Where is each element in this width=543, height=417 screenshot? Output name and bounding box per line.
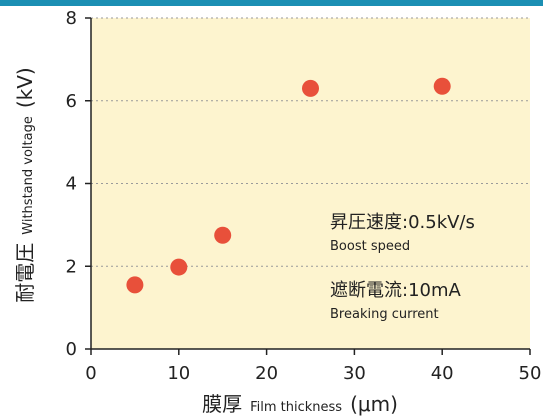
x-axis-label-unit: (μm) <box>350 392 398 416</box>
annotation-breaking-current-sub: Breaking current <box>330 307 439 322</box>
x-axis-label-main: 膜厚 <box>202 392 242 416</box>
data-points <box>126 77 451 294</box>
data-point-4 <box>302 79 319 97</box>
x-tick-label-40: 40 <box>431 363 454 384</box>
y-axis-label-unit: (kV) <box>13 67 37 108</box>
top-accent-band <box>0 0 543 6</box>
data-point-3 <box>214 226 232 244</box>
x-axis-label: 膜厚 Film thickness (μm) <box>202 392 398 416</box>
x-tick-label-10: 10 <box>167 363 190 384</box>
annotation-boost-speed-sub: Boost speed <box>330 239 410 254</box>
annotations: 昇圧速度:0.5kV/s Boost speed 遮断電流:10mA Break… <box>330 212 475 322</box>
data-point-2 <box>170 258 188 276</box>
y-tick-label-6: 6 <box>66 91 77 112</box>
y-axis-label-main: 耐電圧 <box>13 243 37 303</box>
y-tick-label-8: 8 <box>66 8 77 29</box>
y-tick-label-4: 4 <box>66 174 77 195</box>
x-axis-label-sub: Film thickness <box>250 400 342 415</box>
y-tick-label-2: 2 <box>66 256 77 277</box>
annotation-boost-speed-main: 昇圧速度:0.5kV/s <box>330 212 475 233</box>
x-tick-labels: 0 10 20 30 40 50 <box>85 349 541 384</box>
y-tick-labels: 0 2 4 6 8 <box>66 8 91 360</box>
x-tick-label-20: 20 <box>255 363 278 384</box>
data-point-1 <box>126 276 144 294</box>
y-axis-label: 耐電圧 Withstand voltage (kV) <box>13 67 37 302</box>
grid-lines <box>91 17 530 267</box>
annotation-breaking-current-main: 遮断電流:10mA <box>330 280 462 301</box>
x-tick-label-0: 0 <box>85 363 96 384</box>
y-axis-label-sub: Withstand voltage <box>21 116 36 235</box>
data-point-5 <box>433 77 451 95</box>
x-tick-label-50: 50 <box>519 363 542 384</box>
x-tick-label-30: 30 <box>343 363 366 384</box>
y-tick-label-0: 0 <box>66 339 77 360</box>
